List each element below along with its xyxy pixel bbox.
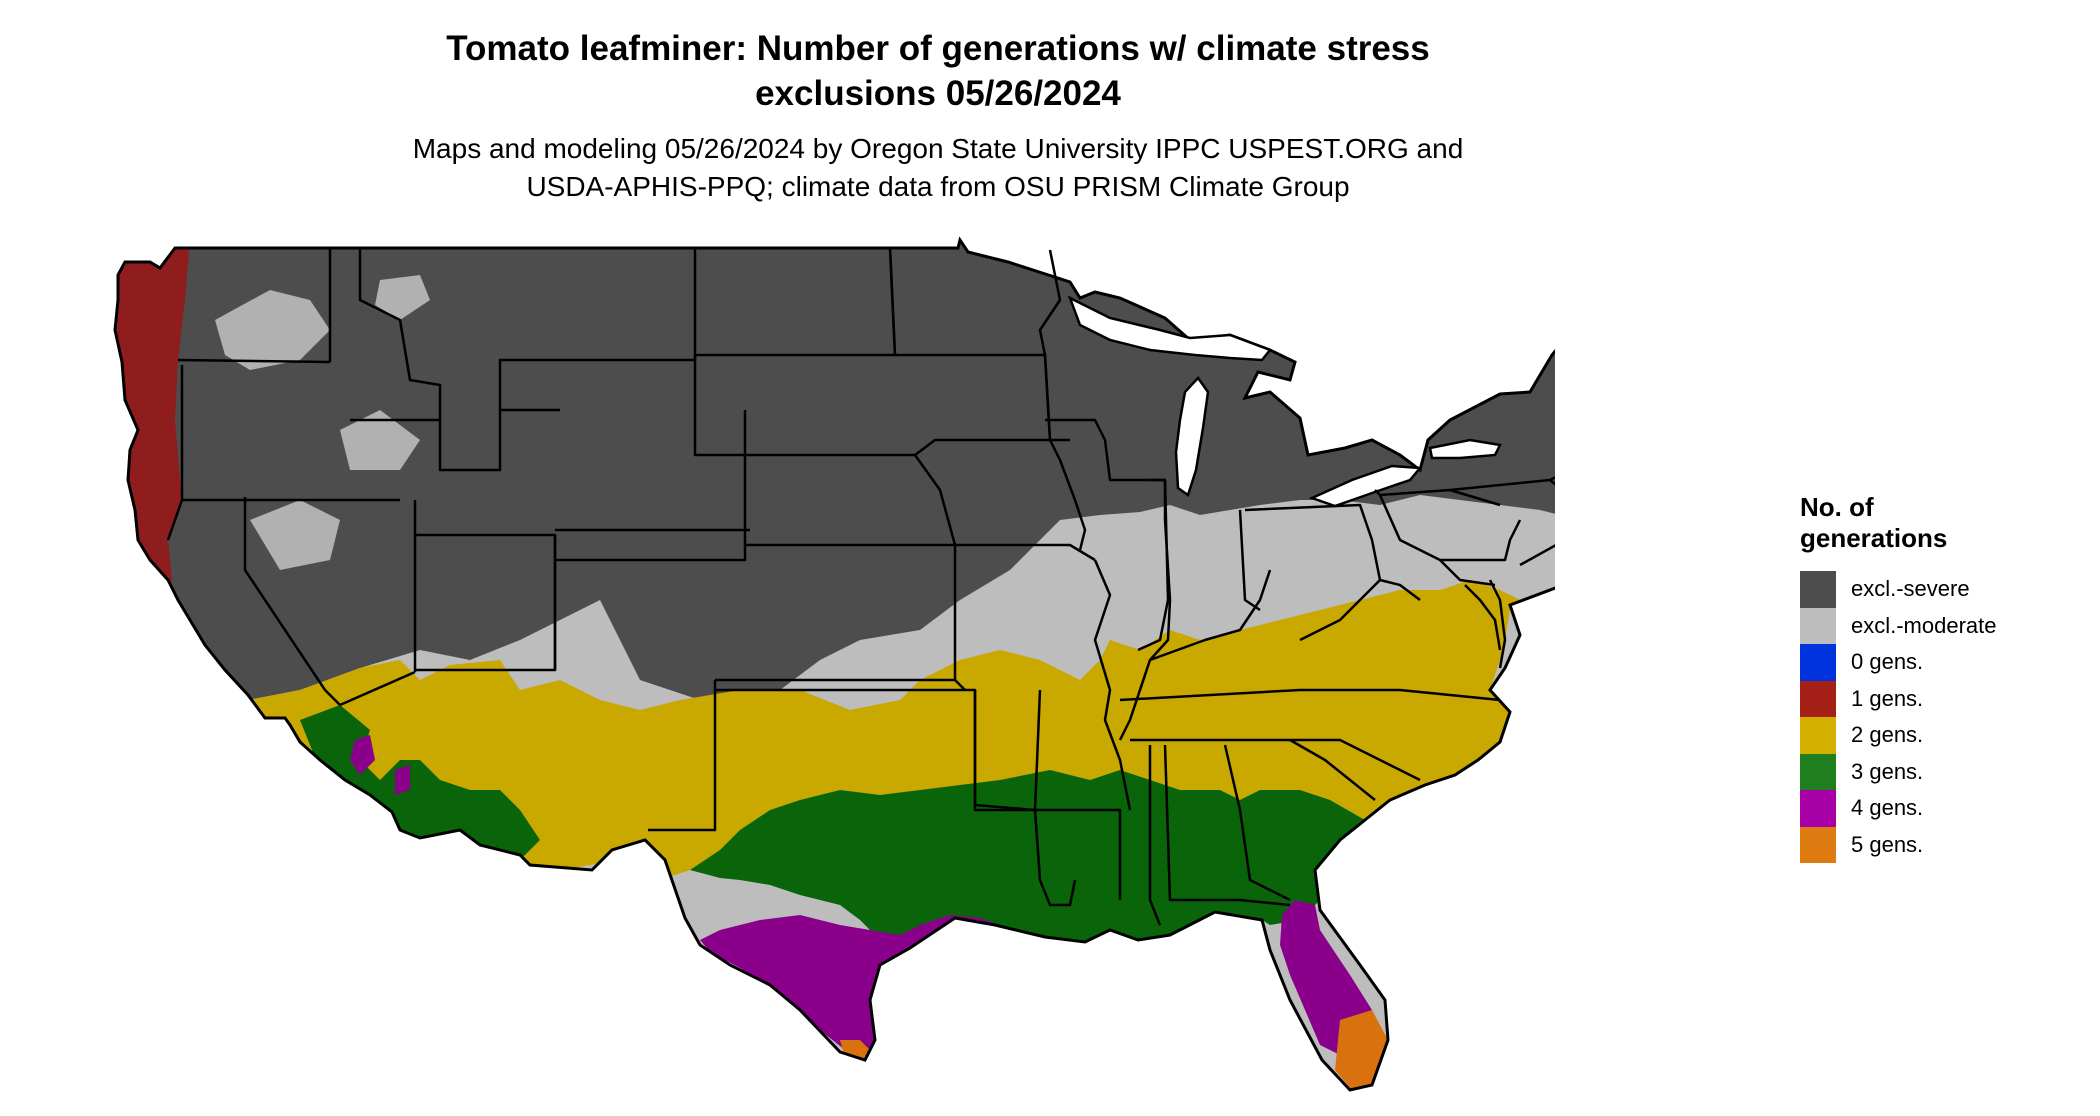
legend-swatch <box>1800 717 1836 754</box>
legend-title-line1: No. of <box>1800 492 1874 522</box>
legend-swatch <box>1800 826 1836 863</box>
map-title: Tomato leafminer: Number of generations … <box>0 26 1876 116</box>
legend-item: 4 gens. <box>1800 790 1997 827</box>
lake-ontario <box>1428 438 1502 460</box>
legend-swatch <box>1800 607 1836 644</box>
map-subtitle-line1: Maps and modeling 05/26/2024 by Oregon S… <box>412 133 1464 164</box>
legend-swatch <box>1800 644 1836 681</box>
legend-swatch <box>1800 790 1836 827</box>
lake-erie <box>1308 464 1423 508</box>
map-subtitle-line2: USDA-APHIS-PPQ; climate data from OSU PR… <box>526 171 1350 202</box>
legend-label: 1 gens. <box>1851 685 1924 711</box>
legend-swatch <box>1800 753 1836 790</box>
legend-label: 4 gens. <box>1851 795 1924 821</box>
zone-three-gens <box>300 705 1365 942</box>
legend-items: excl.-severe excl.-moderate 0 gens. 1 ge… <box>1800 571 1997 863</box>
legend-title-line2: generations <box>1800 523 1948 553</box>
map-subtitle: Maps and modeling 05/26/2024 by Oregon S… <box>0 130 1876 206</box>
map-title-line1: Tomato leafminer: Number of generations … <box>446 29 1430 68</box>
legend-item: 0 gens. <box>1800 644 1997 681</box>
map-title-line2: exclusions 05/26/2024 <box>755 74 1121 113</box>
legend-title: No. of generations <box>1800 492 1997 554</box>
zone-four-gens <box>350 735 1372 1060</box>
legend-label: 5 gens. <box>1851 831 1924 857</box>
legend-item: excl.-severe <box>1800 571 1997 608</box>
us-outline <box>113 236 1555 1092</box>
legend-item: 5 gens. <box>1800 826 1997 863</box>
zone-moderate-patch-northwest <box>215 275 430 570</box>
legend-item: excl.-moderate <box>1800 607 1997 644</box>
legend-swatch <box>1800 571 1836 608</box>
lake-michigan <box>1174 376 1210 497</box>
state-boundaries <box>166 246 1555 926</box>
legend-label: excl.-severe <box>1851 576 1970 602</box>
us-generations-map <box>113 236 1555 1092</box>
map-legend: No. of generations excl.-severe excl.-mo… <box>1800 492 1997 863</box>
legend-label: excl.-moderate <box>1851 612 1997 638</box>
legend-label: 2 gens. <box>1851 722 1924 748</box>
legend-item: 2 gens. <box>1800 717 1997 754</box>
legend-label: 0 gens. <box>1851 649 1924 675</box>
lake-superior-shore <box>1067 295 1273 362</box>
legend-swatch <box>1800 680 1836 717</box>
legend-item: 3 gens. <box>1800 753 1997 790</box>
legend-item: 1 gens. <box>1800 680 1997 717</box>
legend-label: 3 gens. <box>1851 758 1924 784</box>
